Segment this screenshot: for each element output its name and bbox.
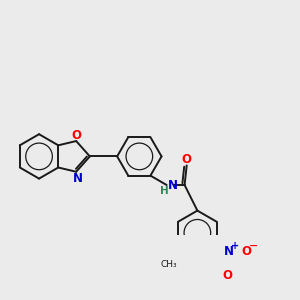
Text: O: O [223, 269, 233, 282]
Text: N: N [224, 245, 233, 258]
Text: O: O [72, 129, 82, 142]
Text: H: H [160, 186, 169, 196]
Text: −: − [249, 241, 258, 251]
Text: O: O [182, 153, 192, 166]
Text: O: O [242, 245, 251, 258]
Text: +: + [231, 241, 239, 250]
Text: N: N [168, 178, 178, 191]
Text: CH₃: CH₃ [160, 260, 177, 269]
Text: N: N [73, 172, 82, 185]
